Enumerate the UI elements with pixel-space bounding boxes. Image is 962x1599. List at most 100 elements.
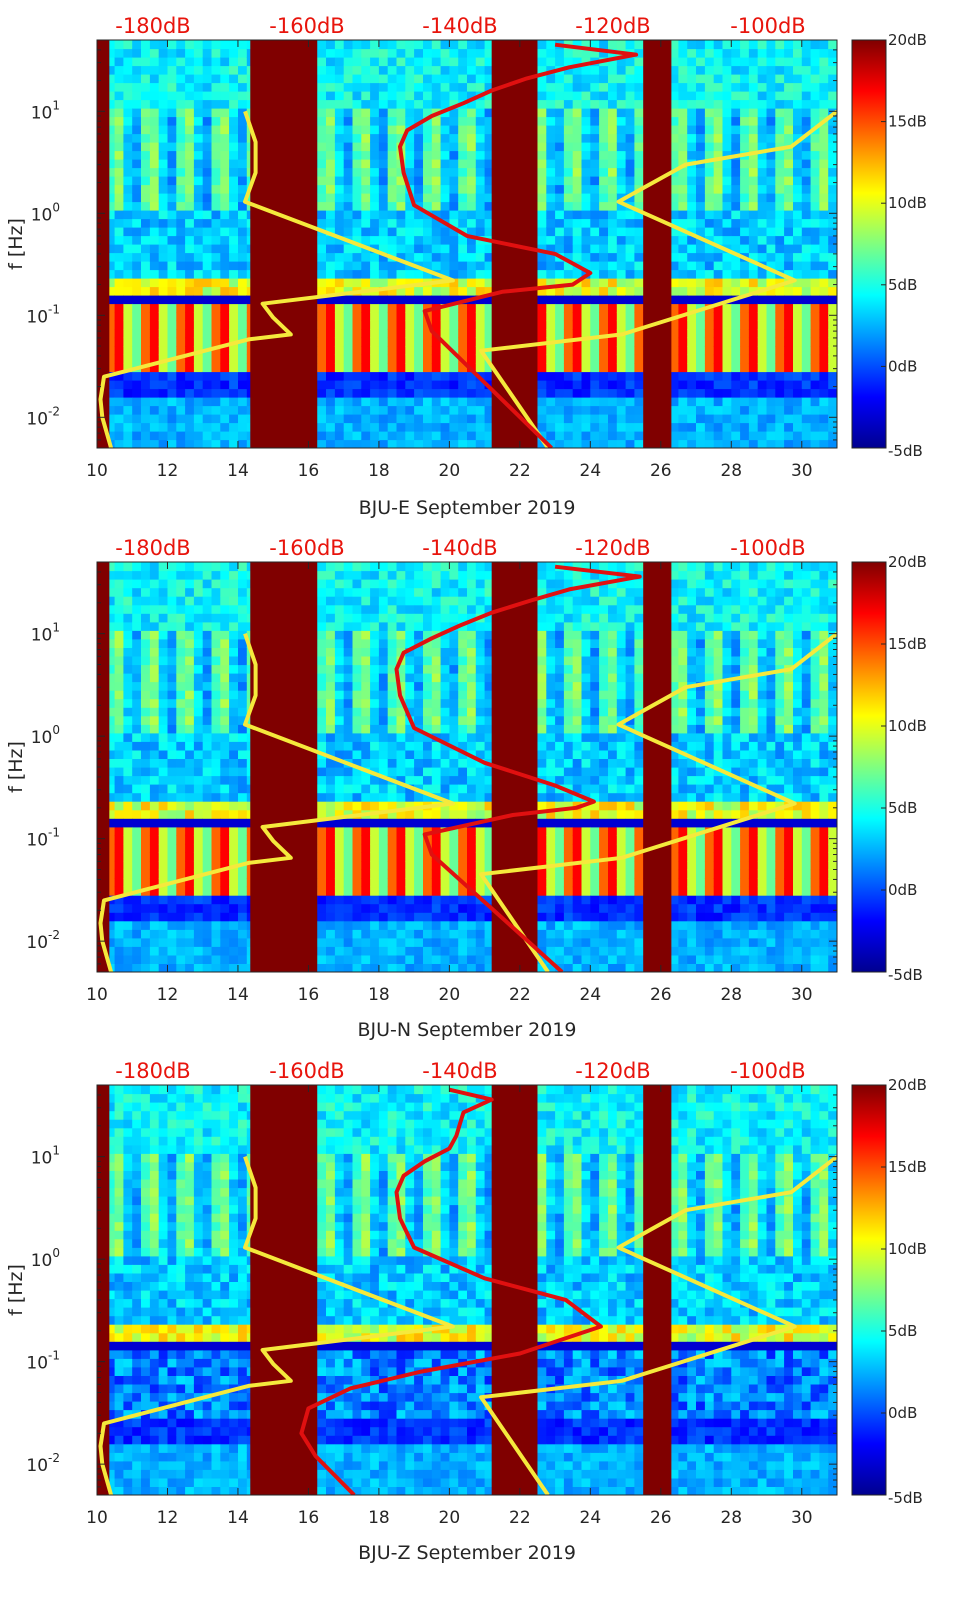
heatmap-cell <box>537 167 547 177</box>
heatmap-cell <box>176 656 186 666</box>
heatmap-cell <box>149 431 160 441</box>
heatmap-cell <box>757 278 768 288</box>
heatmap-cell <box>590 227 600 237</box>
heatmap-cell <box>220 363 230 373</box>
heatmap-cell <box>387 431 398 441</box>
heatmap-cell <box>669 99 679 109</box>
heatmap-cell <box>229 681 239 691</box>
heatmap-cell <box>123 767 133 777</box>
heatmap-cell <box>431 184 442 194</box>
heatmap-cell <box>352 40 362 50</box>
heatmap-cell <box>326 397 336 407</box>
heatmap-cell <box>801 269 812 279</box>
heatmap-cell <box>581 388 591 398</box>
heatmap-cell <box>149 630 160 640</box>
heatmap-cell <box>669 261 679 271</box>
heatmap-cell <box>687 167 697 177</box>
heatmap-cell <box>132 784 142 794</box>
heatmap-cell <box>378 295 389 305</box>
heatmap-cell <box>748 167 759 177</box>
heatmap-cell <box>599 193 609 203</box>
heatmap-cell <box>105 920 116 930</box>
heatmap-cell <box>193 244 204 254</box>
heatmap-cell <box>740 363 750 373</box>
heatmap-cell <box>220 99 230 109</box>
heatmap-cell <box>317 235 327 245</box>
heatmap-cell <box>687 201 697 211</box>
heatmap-cell <box>238 604 248 614</box>
heatmap-cell <box>784 108 794 118</box>
heatmap-cell <box>546 235 556 245</box>
heatmap-cell <box>678 261 688 271</box>
heatmap-cell <box>537 235 547 245</box>
heatmap-cell <box>572 439 583 448</box>
heatmap-cell <box>757 167 768 177</box>
heatmap-cell <box>202 388 213 398</box>
heatmap-cell <box>414 431 424 441</box>
heatmap-cell <box>387 261 398 271</box>
heatmap-cell <box>149 869 160 879</box>
heatmap-cell <box>696 312 706 322</box>
heatmap-cell <box>431 133 442 143</box>
heatmap-cell <box>828 48 837 58</box>
heatmap-cell <box>599 218 609 228</box>
heatmap-cell <box>775 201 785 211</box>
heatmap-cell <box>599 312 609 322</box>
heatmap-cell <box>467 439 477 448</box>
heatmap-cell <box>352 108 362 118</box>
heatmap-cell <box>326 286 336 296</box>
heatmap-cell <box>202 570 213 580</box>
heatmap-cell <box>114 65 124 75</box>
heatmap-cell <box>202 397 213 407</box>
heatmap-cell <box>185 775 195 785</box>
heatmap-cell <box>238 690 248 700</box>
heatmap-cell <box>167 218 177 228</box>
heatmap-cell <box>616 142 627 152</box>
heatmap-cell <box>167 562 177 572</box>
heatmap-cell <box>141 439 151 448</box>
heatmap-cell <box>757 82 768 92</box>
heatmap-cell <box>748 354 759 364</box>
heatmap-cell <box>819 252 829 262</box>
heatmap-cell <box>211 201 221 211</box>
heatmap-cell <box>687 329 697 339</box>
heatmap-cell <box>696 201 706 211</box>
heatmap-cell <box>105 40 116 50</box>
heatmap-cell <box>141 861 151 871</box>
heatmap-cell <box>185 861 195 871</box>
heatmap-cell <box>581 133 591 143</box>
heatmap-cell <box>599 133 609 143</box>
heatmap-cell <box>202 886 213 896</box>
heatmap-cell <box>149 295 160 305</box>
heatmap-cell <box>132 142 142 152</box>
heatmap-cell <box>784 235 794 245</box>
heatmap-cell <box>634 405 644 415</box>
heatmap-cell <box>775 252 785 262</box>
heatmap-cell <box>193 405 204 415</box>
heatmap-cell <box>669 354 679 364</box>
heatmap-cell <box>158 184 169 194</box>
heatmap-cell <box>114 732 124 742</box>
heatmap-cell <box>326 40 336 50</box>
heatmap-cell <box>563 133 574 143</box>
heatmap-cell <box>176 380 186 390</box>
heatmap-cell <box>378 329 389 339</box>
heatmap-cell <box>123 82 133 92</box>
heatmap-cell <box>713 108 724 118</box>
heatmap-cell <box>704 380 715 390</box>
heatmap-cell <box>687 150 697 160</box>
heatmap-cell <box>458 210 468 220</box>
heatmap-cell <box>616 405 627 415</box>
heatmap-cell <box>581 244 591 254</box>
heatmap-cell <box>185 201 195 211</box>
heatmap-cell <box>352 354 362 364</box>
heatmap-cell <box>431 431 442 441</box>
heatmap-cell <box>740 193 750 203</box>
heatmap-cell <box>423 439 433 448</box>
heatmap-cell <box>828 320 837 330</box>
heatmap-cell <box>158 570 169 580</box>
heatmap-cell <box>757 320 768 330</box>
heatmap-cell <box>423 354 433 364</box>
heatmap-cell <box>238 261 248 271</box>
heatmap-cell <box>423 150 433 160</box>
